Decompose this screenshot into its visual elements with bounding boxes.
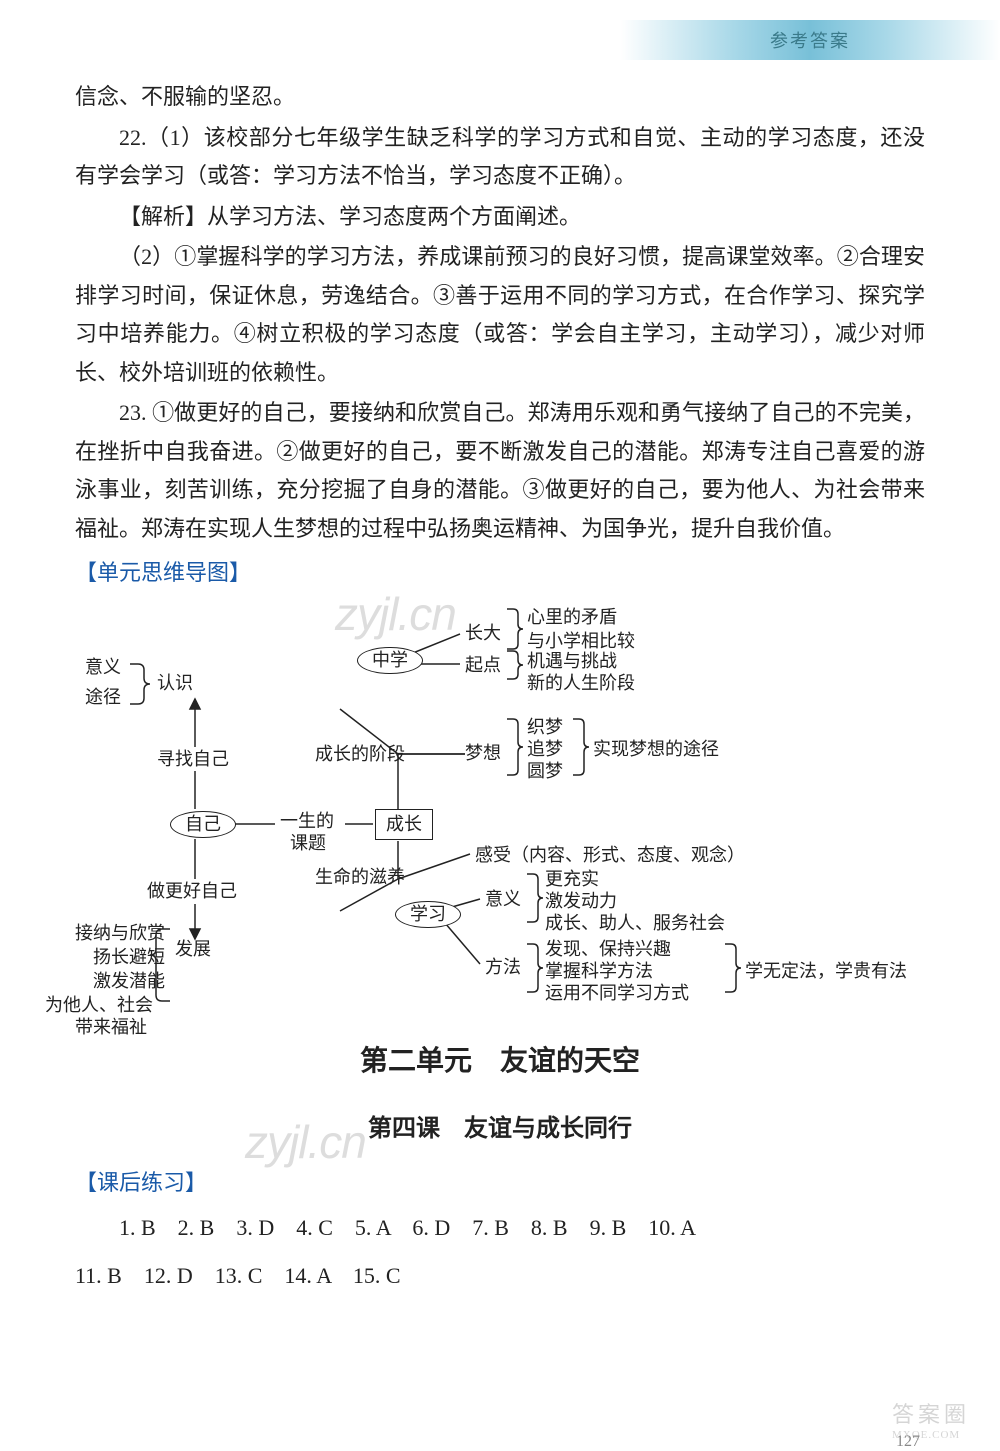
node-self: 自己 [170,811,236,839]
node-dream: 梦想 [465,743,501,765]
node-compare-primary: 与小学相比较 [527,631,635,653]
node-growth: 成长 [375,809,433,841]
node-middle: 中学 [357,647,423,675]
node-growthstage: 成长的阶段 [315,744,405,766]
node-heart-contra: 心里的矛盾 [527,607,617,629]
node-lifetopic2: 课题 [290,833,326,855]
node-lifenourish: 生命的滋养 [315,867,405,889]
node-feel: 感受（内容、形式、态度、观念） [475,845,745,867]
node-path-left: 途径 [85,687,121,709]
unit-title: 第二单元 友谊的天空 [75,1037,925,1086]
node-startpoint: 起点 [465,655,501,677]
node-potential: 激发潜能 [75,971,165,993]
node-betterself: 做更好自己 [147,881,237,903]
node-find-interest: 发现、保持兴趣 [545,939,671,961]
para-3: 【解析】从学习方法、学习态度两个方面阐述。 [75,198,925,237]
node-study: 学习 [395,901,461,929]
node-motivate: 激发动力 [545,891,617,913]
header-ribbon: 参考答案 [620,20,1000,60]
node-meaning-left: 意义 [85,657,121,679]
node-master-method: 掌握科学方法 [545,961,653,983]
footer-corner-text: 答案圈 [892,1397,970,1429]
node-chase: 追梦 [527,739,563,761]
para-1: 信念、不服输的坚忍。 [75,78,925,117]
answers-line-2: 11. B 12. D 13. C 14. A 15. C [75,1254,925,1298]
mindmap-label: 【单元思维导图】 [75,554,925,593]
node-round: 圆梦 [527,761,563,783]
node-realize-dream: 实现梦想的途径 [593,739,719,761]
node-findself: 寻找自己 [157,749,229,771]
node-forothers: 为他人、社会 [45,995,153,1017]
node-fuller: 更充实 [545,869,599,891]
para-5: 23. ①做更好的自己，要接纳和欣赏自己。郑涛用乐观和勇气接纳了自己的不完美，在… [75,394,925,548]
page-content: 信念、不服输的坚忍。 22.（1）该校部分七年级学生缺乏科学的学习方式和自觉、主… [75,78,925,1298]
node-accept: 接纳与欣赏 [75,923,165,945]
node-newstage: 新的人生阶段 [527,673,635,695]
node-recognize: 认识 [157,673,193,695]
para-2: 22.（1）该校部分七年级学生缺乏科学的学习方式和自觉、主动的学习态度，还没有学… [75,119,925,196]
node-grow-help: 成长、助人、服务社会 [545,913,725,935]
node-chance-challenge: 机遇与挑战 [527,651,617,673]
node-weave: 织梦 [527,717,563,739]
node-growup: 长大 [465,623,501,645]
para-4: （2）①掌握科学的学习方法，养成课前预习的良好习惯，提高课堂效率。②合理安排学习… [75,238,925,392]
node-method: 方法 [485,957,521,979]
answers-line-1: 1. B 2. B 3. D 4. C 5. A 6. D 7. B 8. B … [75,1206,925,1250]
node-use-styles: 运用不同学习方式 [545,983,689,1005]
node-nofixed: 学无定法，学贵有法 [745,961,907,983]
mindmap-diagram: 意义 途径 认识 寻找自己 自己 做更好自己 发展 接纳与欣赏 扬长避短 激发潜… [75,599,925,1019]
page-number: 127 [896,1433,920,1451]
node-bringwelfare: 带来福祉 [75,1017,147,1039]
node-meaning-right: 意义 [485,889,521,911]
node-develop: 发展 [175,939,211,961]
practice-label: 【课后练习】 [75,1164,925,1203]
node-strength: 扬长避短 [75,947,165,969]
lesson-title: 第四课 友谊与成长同行 [75,1108,925,1150]
header-label: 参考答案 [770,27,850,53]
node-lifetopic1: 一生的 [280,811,334,833]
